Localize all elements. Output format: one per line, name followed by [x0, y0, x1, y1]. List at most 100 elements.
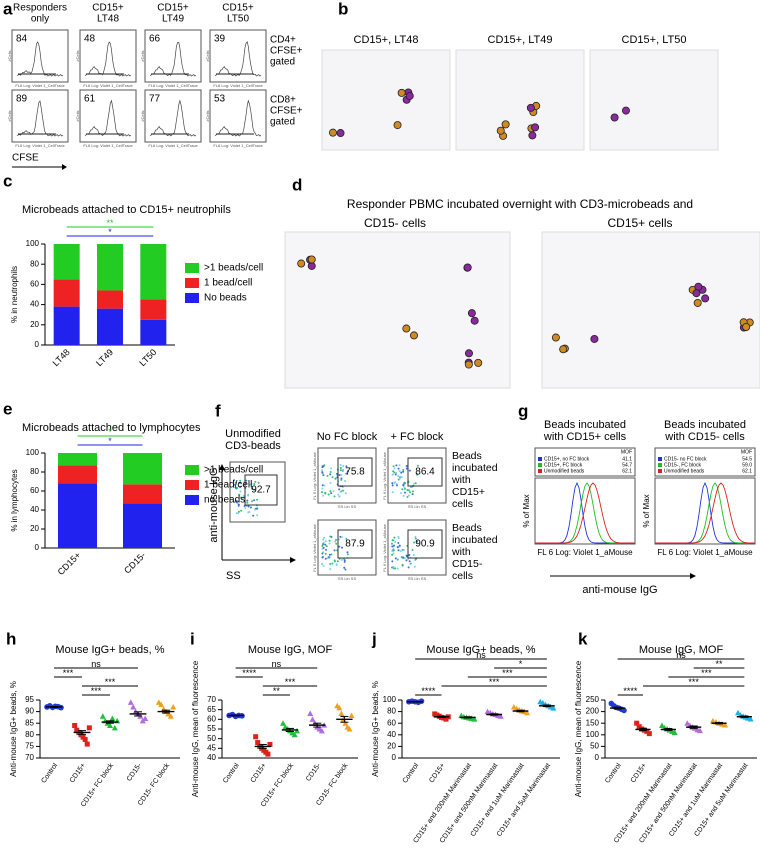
- event-dot: [394, 540, 397, 543]
- event-dot: [233, 501, 236, 504]
- event-dot: [329, 562, 332, 565]
- legend-swatch: [658, 463, 662, 467]
- y-tick-label: 40: [30, 300, 39, 309]
- axis-label: anti-mouse IgG: [208, 467, 220, 542]
- column-header: LT50: [227, 14, 249, 25]
- event-dot: [408, 553, 411, 556]
- data-point: [72, 723, 78, 729]
- x-tick-label: CD15-: [126, 762, 144, 783]
- plot-title: Beads incubated: [544, 419, 626, 431]
- legend-label: No beads: [204, 293, 247, 304]
- axis-label: SS: [226, 570, 241, 582]
- y-tick-label: 100: [26, 448, 40, 457]
- bar-segment: [140, 244, 167, 300]
- plot-y-label: FL 6 Log: Violet 1_aMouse: [312, 523, 317, 571]
- event-dot: [256, 514, 259, 517]
- significance-label: **: [106, 218, 114, 228]
- event-dot: [326, 557, 329, 560]
- event-dot: [325, 545, 328, 548]
- chart-title: Microbeads attached to CD15+ neutrophils: [22, 204, 231, 216]
- event-dot: [239, 485, 242, 488]
- event-dot: [405, 559, 408, 562]
- bead: [590, 334, 599, 343]
- event-dot: [392, 548, 395, 551]
- data-point: [86, 725, 92, 731]
- data-point: [84, 741, 90, 747]
- row-label: gated: [270, 117, 295, 128]
- event-dot: [391, 484, 394, 487]
- event-dot: [252, 514, 255, 517]
- event-dot: [334, 540, 337, 543]
- histogram-curve: [16, 100, 64, 137]
- legend-label: no beads: [204, 495, 245, 506]
- bar-segment: [53, 279, 80, 307]
- event-dot: [395, 464, 398, 467]
- event-dot: [391, 491, 394, 494]
- y-tick-label: 40: [207, 753, 216, 762]
- plot-title: Unmodified: [225, 428, 281, 440]
- x-tick-label: CD15+: [250, 762, 268, 784]
- event-dot: [341, 468, 344, 471]
- event-dot: [399, 550, 402, 553]
- event-dot: [346, 553, 349, 556]
- significance-label: ns: [676, 650, 686, 660]
- histogram-curve: [84, 41, 132, 77]
- cell: [402, 324, 411, 333]
- event-dot: [323, 484, 326, 487]
- row-label: Beads: [452, 522, 482, 534]
- y-tick-label: 95: [25, 695, 34, 704]
- bead: [463, 263, 472, 272]
- event-dot: [236, 487, 239, 490]
- event-dot: [333, 559, 336, 562]
- axis-label: anti-mouse IgG: [582, 584, 657, 596]
- legend-label: CD15+, no FC block: [544, 456, 590, 462]
- y-tick-label: 60: [207, 714, 216, 723]
- event-dot: [415, 540, 418, 543]
- event-dot: [344, 480, 347, 483]
- x-tick-label: Control: [40, 762, 59, 785]
- panel-letter: h: [6, 629, 16, 648]
- legend-swatch: [185, 263, 199, 273]
- event-dot: [250, 482, 253, 485]
- event-dot: [329, 490, 332, 493]
- bead: [464, 360, 473, 369]
- column-header: LT49: [162, 14, 184, 25]
- plot-x-label: SS Lin SS: [408, 576, 427, 581]
- data-point: [107, 722, 113, 729]
- legend-swatch: [185, 278, 199, 288]
- data-point: [280, 720, 287, 726]
- event-dot: [391, 539, 394, 542]
- data-point: [167, 713, 174, 719]
- percent-value: 77: [149, 94, 161, 105]
- y-tick-label: 65: [207, 705, 216, 714]
- event-dot: [394, 473, 397, 476]
- data-point: [130, 703, 137, 710]
- data-point: [127, 699, 134, 705]
- y-tick-label: 0: [595, 753, 600, 762]
- event-dot: [322, 546, 325, 549]
- event-dot: [343, 559, 346, 562]
- event-dot: [396, 546, 399, 549]
- data-point: [346, 726, 353, 732]
- event-dot: [393, 567, 396, 570]
- event-dot: [398, 464, 401, 467]
- plot-x-label: SS Lin SS: [408, 504, 427, 509]
- plot-y-label: #Cells: [205, 50, 210, 61]
- histogram-curve: [655, 482, 755, 544]
- event-dot: [256, 498, 259, 501]
- bead: [467, 309, 476, 318]
- cell: [742, 322, 751, 331]
- bar-segment: [123, 453, 162, 485]
- x-tick-label: CD15+: [630, 762, 648, 784]
- y-tick-label: 200: [586, 707, 600, 716]
- plot-x-label: SS Lin SS: [338, 576, 357, 581]
- histogram-curve: [535, 482, 635, 544]
- event-dot: [329, 473, 332, 476]
- data-point: [348, 712, 355, 718]
- event-dot: [253, 483, 256, 486]
- legend-header: MOF: [621, 449, 632, 455]
- event-dot: [403, 486, 406, 489]
- column-header: CD15+: [157, 3, 189, 14]
- significance-label: ****: [242, 668, 257, 678]
- data-point: [309, 716, 316, 722]
